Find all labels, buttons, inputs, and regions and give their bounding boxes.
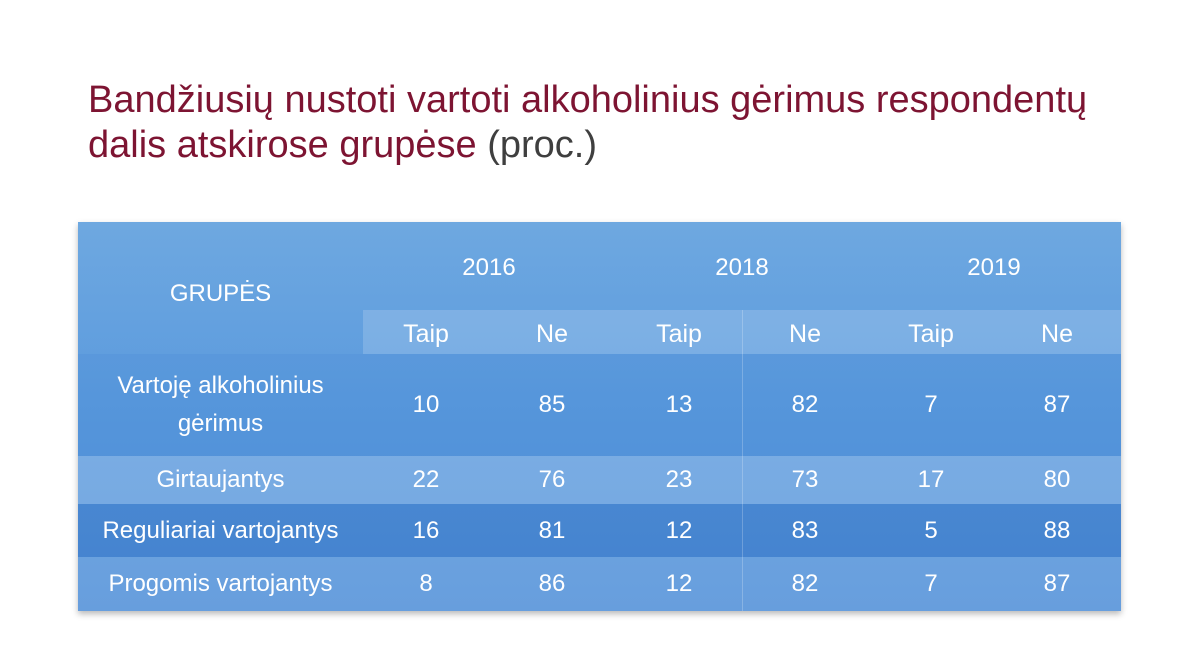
groups-column-header: GRUPĖS — [169, 280, 272, 307]
table-cell: 17 — [917, 466, 945, 493]
subheader-yes: Taip — [908, 320, 954, 348]
table-cell: 85 — [538, 391, 566, 418]
subheader-no: Ne — [789, 320, 821, 348]
row-label: Progomis vartojantys — [108, 570, 333, 597]
data-table: GRUPĖS 2016 2018 2019 Taip Ne Taip Ne Ta… — [78, 222, 1121, 611]
year-header: 2018 — [715, 254, 769, 281]
table-cell: 76 — [538, 466, 566, 493]
subheader-band — [363, 310, 1121, 354]
subheader-yes: Taip — [403, 320, 449, 348]
table-cell: 13 — [665, 391, 693, 418]
row-label: Reguliariai vartojantys — [102, 516, 339, 544]
subheader-no: Ne — [1041, 320, 1073, 348]
table-cell: 10 — [412, 391, 440, 418]
subheader-yes: Taip — [656, 320, 702, 348]
table-cell: 87 — [1043, 570, 1071, 597]
row-band — [78, 354, 1121, 456]
table-cell: 7 — [924, 570, 938, 597]
row-band — [78, 504, 1121, 557]
row-label: Vartoję alkoholinius gėrimus — [117, 372, 324, 437]
table-cell: 7 — [924, 391, 938, 418]
column-divider — [742, 310, 743, 611]
table-cell: 16 — [412, 516, 440, 544]
row-label: Girtaujantys — [156, 466, 285, 493]
row-band — [78, 456, 1121, 504]
slide-title-unit: (proc.) — [487, 124, 598, 166]
table-cell: 5 — [924, 516, 938, 544]
table-cell: 86 — [538, 570, 566, 597]
table-cell: 82 — [791, 570, 819, 597]
table-cell: 23 — [665, 466, 693, 493]
slide-title-main: Bandžiusių nustoti vartoti alkoholinius … — [88, 79, 1088, 166]
table-cell: 88 — [1043, 516, 1071, 544]
year-header: 2016 — [462, 254, 516, 281]
table-cell: 8 — [419, 570, 433, 597]
row-band — [78, 557, 1121, 611]
slide-title: Bandžiusių nustoti vartoti alkoholinius … — [88, 78, 1138, 168]
table-cell: 12 — [665, 516, 693, 544]
table-cell: 82 — [791, 391, 819, 418]
year-header: 2019 — [967, 254, 1021, 281]
table-cell: 87 — [1043, 391, 1071, 418]
table-cell: 22 — [412, 466, 440, 493]
subheader-no: Ne — [536, 320, 568, 348]
table-cell: 83 — [791, 516, 819, 544]
table-cell: 80 — [1043, 466, 1071, 493]
table-cell: 73 — [791, 466, 819, 493]
table-cell: 81 — [538, 516, 566, 544]
table-cell: 12 — [665, 570, 693, 597]
